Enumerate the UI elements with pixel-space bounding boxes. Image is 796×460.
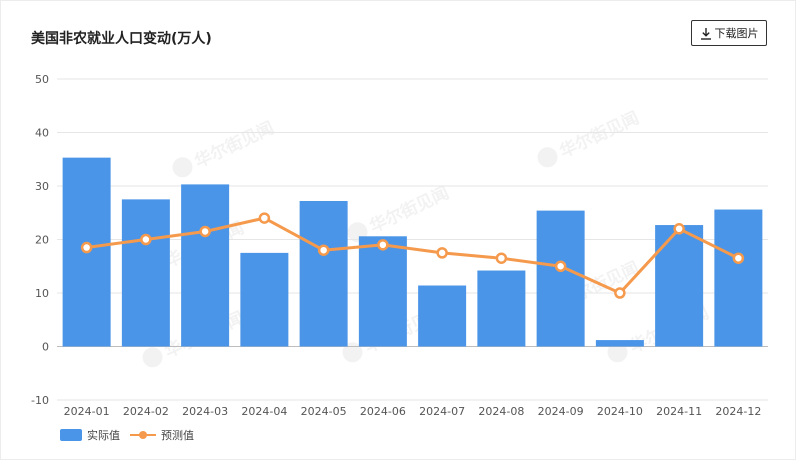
download-icon bbox=[700, 27, 712, 40]
y-tick-label: 0 bbox=[42, 341, 49, 354]
legend-line-swatch bbox=[130, 431, 156, 439]
x-tick-label: 2024-03 bbox=[182, 405, 228, 418]
legend-item-actual[interactable]: 实际值 bbox=[60, 427, 120, 443]
x-tick-label: 2024-12 bbox=[715, 405, 761, 418]
forecast-point bbox=[377, 239, 389, 251]
watermark: 华尔街见闻 bbox=[172, 117, 277, 178]
watermark-logo-icon bbox=[537, 147, 558, 168]
x-tick-label: 2024-08 bbox=[478, 405, 524, 418]
bar bbox=[240, 252, 289, 347]
x-tick-label: 2024-06 bbox=[360, 405, 406, 418]
legend-bar-swatch bbox=[60, 429, 82, 441]
bar bbox=[299, 200, 348, 347]
x-tick-label: 2024-05 bbox=[301, 405, 347, 418]
x-tick-label: 2024-10 bbox=[597, 405, 643, 418]
bar bbox=[181, 184, 230, 347]
forecast-line bbox=[86, 216, 740, 295]
bar bbox=[358, 236, 407, 347]
forecast-point bbox=[554, 260, 567, 272]
bar bbox=[714, 209, 763, 347]
download-image-button[interactable]: 下载图片 bbox=[691, 20, 767, 46]
forecast-point bbox=[140, 233, 152, 246]
watermark-logo-icon bbox=[607, 342, 628, 363]
forecast-point bbox=[436, 247, 448, 259]
x-tick-label: 2024-01 bbox=[64, 405, 110, 418]
watermark-text: 华尔街见闻 bbox=[191, 117, 277, 172]
legend-item-forecast[interactable]: 预测值 bbox=[130, 427, 194, 443]
x-tick-label: 2024-04 bbox=[241, 405, 287, 418]
watermark-logo-icon bbox=[172, 157, 193, 178]
forecast-point bbox=[614, 287, 626, 299]
forecast-point bbox=[732, 252, 745, 264]
bar bbox=[121, 199, 170, 347]
bar bbox=[477, 270, 526, 347]
legend-label-forecast: 预测值 bbox=[161, 429, 194, 442]
x-tick-label: 2024-09 bbox=[538, 405, 584, 418]
forecast-point bbox=[199, 225, 211, 238]
bar bbox=[418, 285, 467, 347]
watermark: 华尔街见闻 bbox=[537, 107, 642, 168]
x-tick-label: 2024-02 bbox=[123, 405, 169, 418]
watermark-logo-icon bbox=[142, 347, 163, 368]
y-tick-label: 50 bbox=[35, 73, 49, 86]
watermark-text: 华尔街见闻 bbox=[366, 182, 452, 237]
forecast-point bbox=[258, 212, 271, 224]
forecast-point bbox=[80, 241, 93, 254]
y-tick-label: 10 bbox=[35, 287, 49, 300]
bar bbox=[655, 225, 704, 347]
chart-legend: 实际值 预测值 bbox=[60, 427, 204, 443]
bar bbox=[595, 340, 644, 347]
forecast-point bbox=[317, 244, 330, 256]
forecast-point bbox=[495, 252, 508, 264]
x-tick-label: 2024-07 bbox=[419, 405, 465, 418]
download-button-label: 下载图片 bbox=[714, 27, 759, 40]
chart-title: 美国非农就业人口变动(万人) bbox=[31, 31, 212, 47]
watermark-logo-icon bbox=[342, 342, 363, 363]
y-tick-label: 40 bbox=[35, 127, 49, 140]
watermark-text: 华尔街见闻 bbox=[556, 107, 642, 162]
bar bbox=[536, 210, 585, 347]
y-tick-label: -10 bbox=[31, 394, 49, 407]
y-tick-label: 30 bbox=[35, 180, 49, 193]
x-tick-label: 2024-11 bbox=[656, 405, 702, 418]
legend-label-actual: 实际值 bbox=[87, 429, 120, 442]
y-tick-label: 20 bbox=[35, 234, 49, 247]
forecast-point bbox=[673, 223, 685, 235]
